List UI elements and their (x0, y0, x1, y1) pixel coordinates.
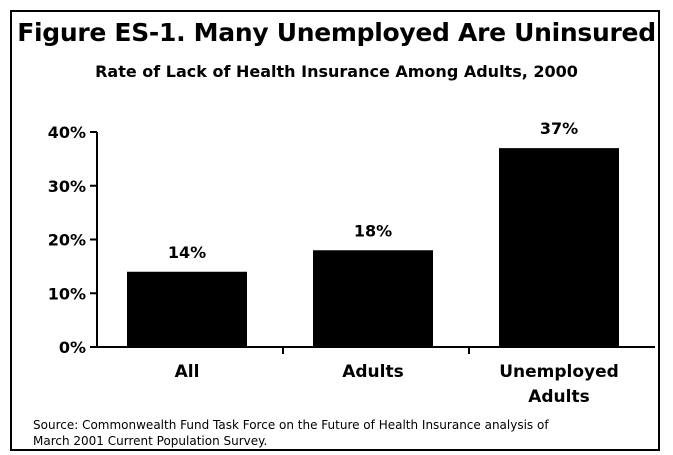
bar (499, 148, 619, 347)
data-label: 14% (168, 243, 206, 262)
x-tick-label: Unemployed (499, 362, 619, 382)
y-tick-label: 0% (59, 338, 86, 357)
y-tick-label: 30% (48, 177, 86, 196)
bar (313, 250, 433, 347)
y-tick-label: 10% (48, 284, 86, 303)
data-label: 18% (354, 221, 392, 240)
bar (127, 272, 247, 347)
source-note: Source: Commonwealth Fund Task Force on … (33, 417, 653, 449)
x-tick-label: Adults (528, 387, 590, 407)
source-line-1: Source: Commonwealth Fund Task Force on … (33, 417, 653, 433)
y-tick-label: 20% (48, 231, 86, 250)
source-line-2: March 2001 Current Population Survey. (33, 433, 653, 449)
data-label: 37% (540, 119, 578, 138)
x-tick-label: Adults (342, 362, 404, 382)
y-tick-label: 40% (48, 123, 86, 142)
x-tick-label: All (175, 362, 200, 382)
